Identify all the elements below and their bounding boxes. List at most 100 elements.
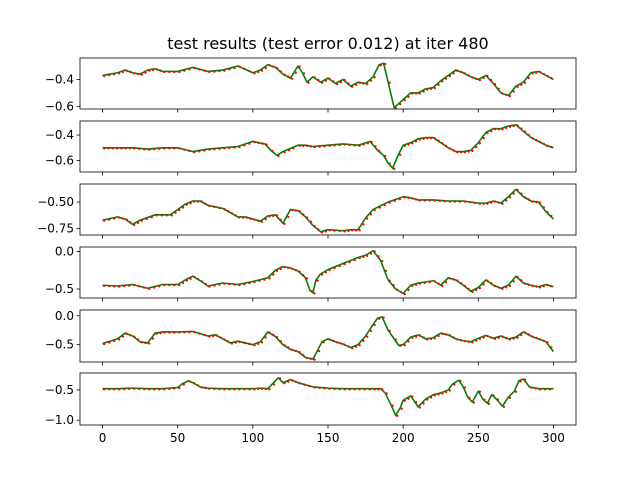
target-point [403,344,406,347]
target-point [478,337,482,341]
axes-frame [79,57,577,110]
target-point [118,338,121,341]
target-point [103,219,106,222]
target-point [369,252,373,255]
target-point [113,339,116,343]
target-point [305,144,309,147]
target-point [407,143,410,146]
target-point [320,231,324,234]
target-point [538,140,542,144]
target-point [422,336,425,339]
target-point [163,283,166,287]
target-point [426,338,429,341]
target-point [128,387,131,391]
target-point [188,149,191,153]
target-point [183,69,186,72]
target-point [437,139,440,142]
target-point [393,199,396,203]
target-point [309,357,312,360]
target-point [158,147,161,150]
target-point [527,333,530,336]
target-point [168,283,171,287]
target-point [546,283,549,287]
target-point [493,128,497,131]
target-point [290,77,294,80]
target-point [323,387,326,390]
target-point [403,292,406,296]
target-point [264,66,267,70]
target-point [238,216,241,219]
target-point [414,198,418,201]
target-point [444,390,448,394]
target-point [505,93,508,96]
target-point [482,76,485,80]
prediction-line [102,377,554,417]
target-point [275,336,279,339]
target-point [324,271,327,274]
target-point [486,131,489,135]
target-point [456,279,459,282]
target-point [328,144,331,147]
target-point [257,141,260,145]
target-point [343,78,346,82]
target-point [302,72,306,75]
prediction-line [102,188,555,233]
target-point [471,149,474,153]
target-point [287,266,290,269]
target-point [497,336,500,339]
target-point [168,331,171,334]
target-point [118,72,121,75]
target-point [388,279,391,282]
y-tick-label: −0.50 [37,195,74,209]
target-point [218,206,221,210]
target-point [203,69,206,72]
target-point [268,277,271,280]
target-point [512,90,515,93]
target-point [238,65,241,68]
target-point [133,283,136,287]
target-point [333,144,336,147]
target-point [196,200,200,203]
target-point [508,338,512,341]
target-point [486,202,489,205]
target-point [490,130,493,133]
target-point [215,334,219,337]
target-point [153,148,156,151]
target-point [493,337,497,341]
target-point [548,388,552,391]
target-point [478,286,482,290]
target-point [422,137,425,140]
target-point [519,380,522,383]
target-point [508,125,512,128]
target-point [453,383,456,386]
target-point [422,90,425,93]
target-point [198,68,201,71]
target-point [182,383,185,386]
target-point [463,72,467,75]
target-point [159,69,162,72]
target-point [223,282,226,285]
y-tick-label: −0.5 [45,338,74,352]
target-point [113,388,116,391]
target-point [333,229,336,232]
target-point [407,196,410,200]
target-point [113,217,116,220]
target-point [527,198,530,201]
target-point [448,389,451,392]
target-point [542,339,545,343]
target-point [133,223,136,227]
target-point [452,149,455,152]
target-point [351,347,354,350]
target-point [257,342,260,345]
prediction-line [102,249,554,295]
target-point [437,282,440,285]
target-point [366,217,369,220]
target-point [459,379,462,383]
target-point [493,284,497,287]
target-point [394,338,397,341]
target-point [354,229,358,232]
target-point [168,70,171,74]
target-point [320,81,324,84]
target-point [453,200,456,203]
target-point [538,70,542,74]
